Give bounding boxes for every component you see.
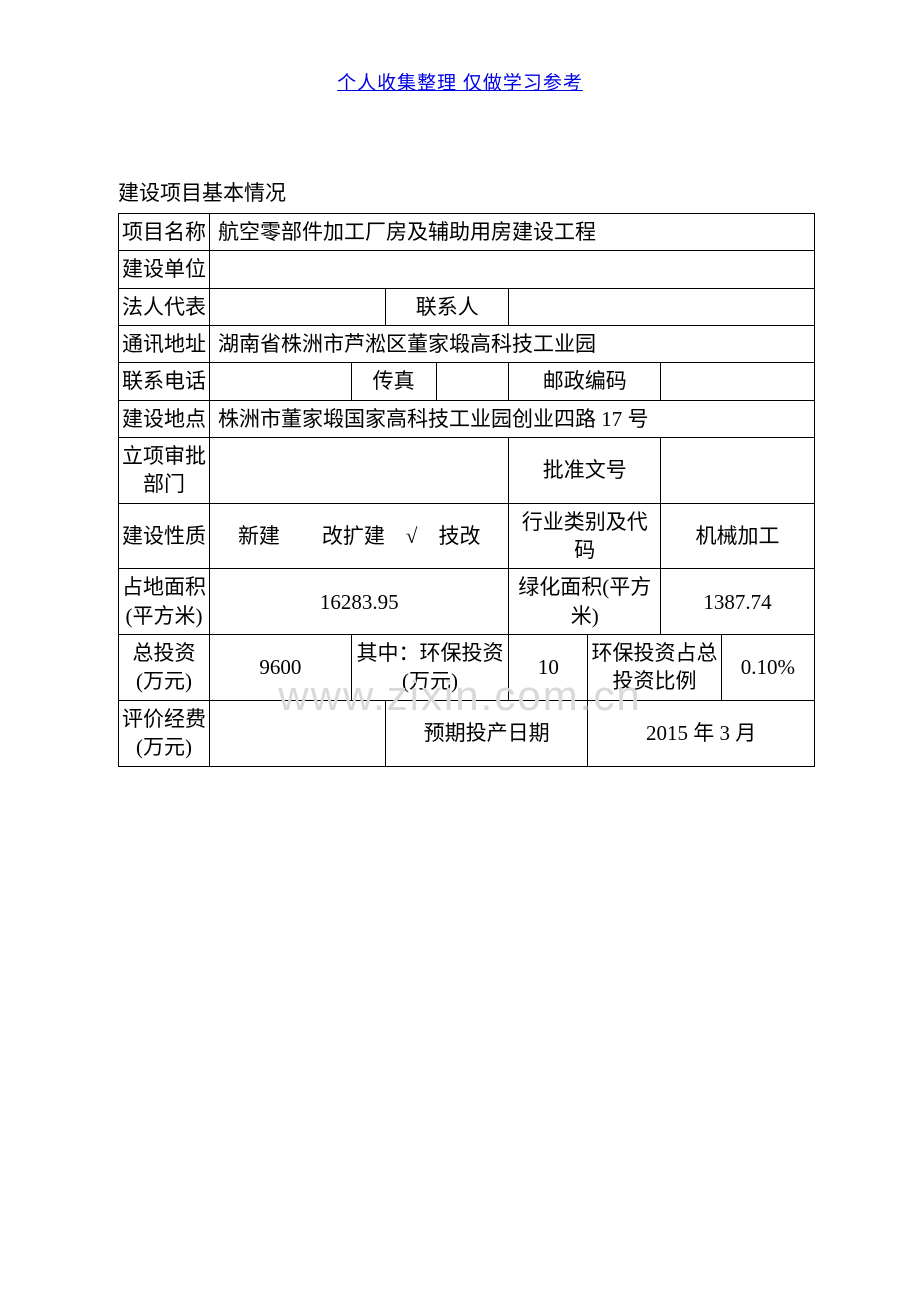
table-row: 立项审批部门 批准文号 (119, 438, 815, 504)
cell-value (210, 363, 352, 400)
cell-label: 其中：环保投资(万元) (351, 635, 509, 701)
cell-label: 行业类别及代码 (509, 503, 661, 569)
cell-label: 占地面积(平方米) (119, 569, 210, 635)
cell-label: 建设单位 (119, 251, 210, 288)
cell-label: 联系电话 (119, 363, 210, 400)
table-row: 通讯地址 湖南省株洲市芦淞区董家塅高科技工业园 (119, 326, 815, 363)
cell-label: 通讯地址 (119, 326, 210, 363)
cell-label: 联系人 (386, 288, 509, 325)
table-row: 法人代表 联系人 (119, 288, 815, 325)
cell-value (210, 251, 815, 288)
cell-label: 项目名称 (119, 214, 210, 251)
cell-label: 建设性质 (119, 503, 210, 569)
cell-value (210, 438, 509, 504)
cell-label: 环保投资占总投资比例 (588, 635, 722, 701)
cell-label: 传真 (351, 363, 436, 400)
cell-label: 绿化面积(平方米) (509, 569, 661, 635)
cell-value: 0.10% (721, 635, 814, 701)
cell-value: 机械加工 (661, 503, 815, 569)
cell-value: 9600 (210, 635, 352, 701)
content-area: 建设项目基本情况 项目名称 航空零部件加工厂房及辅助用房建设工程 建设单位 法人… (0, 95, 920, 767)
cell-label: 总投资(万元) (119, 635, 210, 701)
cell-value (210, 700, 386, 766)
cell-value: 新建 改扩建 √ 技改 (210, 503, 509, 569)
table-row: 建设单位 (119, 251, 815, 288)
cell-value: 1387.74 (661, 569, 815, 635)
cell-value (661, 363, 815, 400)
table-row: 建设地点 株洲市董家塅国家高科技工业园创业四路 17 号 (119, 400, 815, 437)
table-row: 建设性质 新建 改扩建 √ 技改 行业类别及代码 机械加工 (119, 503, 815, 569)
cell-value (436, 363, 509, 400)
cell-label: 立项审批部门 (119, 438, 210, 504)
cell-label: 法人代表 (119, 288, 210, 325)
table-row: 占地面积(平方米) 16283.95 绿化面积(平方米) 1387.74 (119, 569, 815, 635)
table-row: 总投资(万元) 9600 其中：环保投资(万元) 10 环保投资占总投资比例 0… (119, 635, 815, 701)
table-row: 联系电话 传真 邮政编码 (119, 363, 815, 400)
cell-label: 建设地点 (119, 400, 210, 437)
cell-label: 邮政编码 (509, 363, 661, 400)
cell-value: 航空零部件加工厂房及辅助用房建设工程 (210, 214, 815, 251)
cell-label: 预期投产日期 (386, 700, 588, 766)
table-row: 评价经费(万元) 预期投产日期 2015 年 3 月 (119, 700, 815, 766)
section-title: 建设项目基本情况 (118, 177, 815, 207)
cell-value (661, 438, 815, 504)
cell-value: 10 (509, 635, 588, 701)
info-table: 项目名称 航空零部件加工厂房及辅助用房建设工程 建设单位 法人代表 联系人 通讯… (118, 213, 815, 767)
table-row: 项目名称 航空零部件加工厂房及辅助用房建设工程 (119, 214, 815, 251)
cell-value: 株洲市董家塅国家高科技工业园创业四路 17 号 (210, 400, 815, 437)
cell-value: 湖南省株洲市芦淞区董家塅高科技工业园 (210, 326, 815, 363)
cell-label: 评价经费(万元) (119, 700, 210, 766)
cell-value (210, 288, 386, 325)
cell-value: 2015 年 3 月 (588, 700, 815, 766)
cell-value: 16283.95 (210, 569, 509, 635)
cell-label: 批准文号 (509, 438, 661, 504)
cell-value (509, 288, 815, 325)
page-header: 个人收集整理 仅做学习参考 (0, 0, 920, 95)
